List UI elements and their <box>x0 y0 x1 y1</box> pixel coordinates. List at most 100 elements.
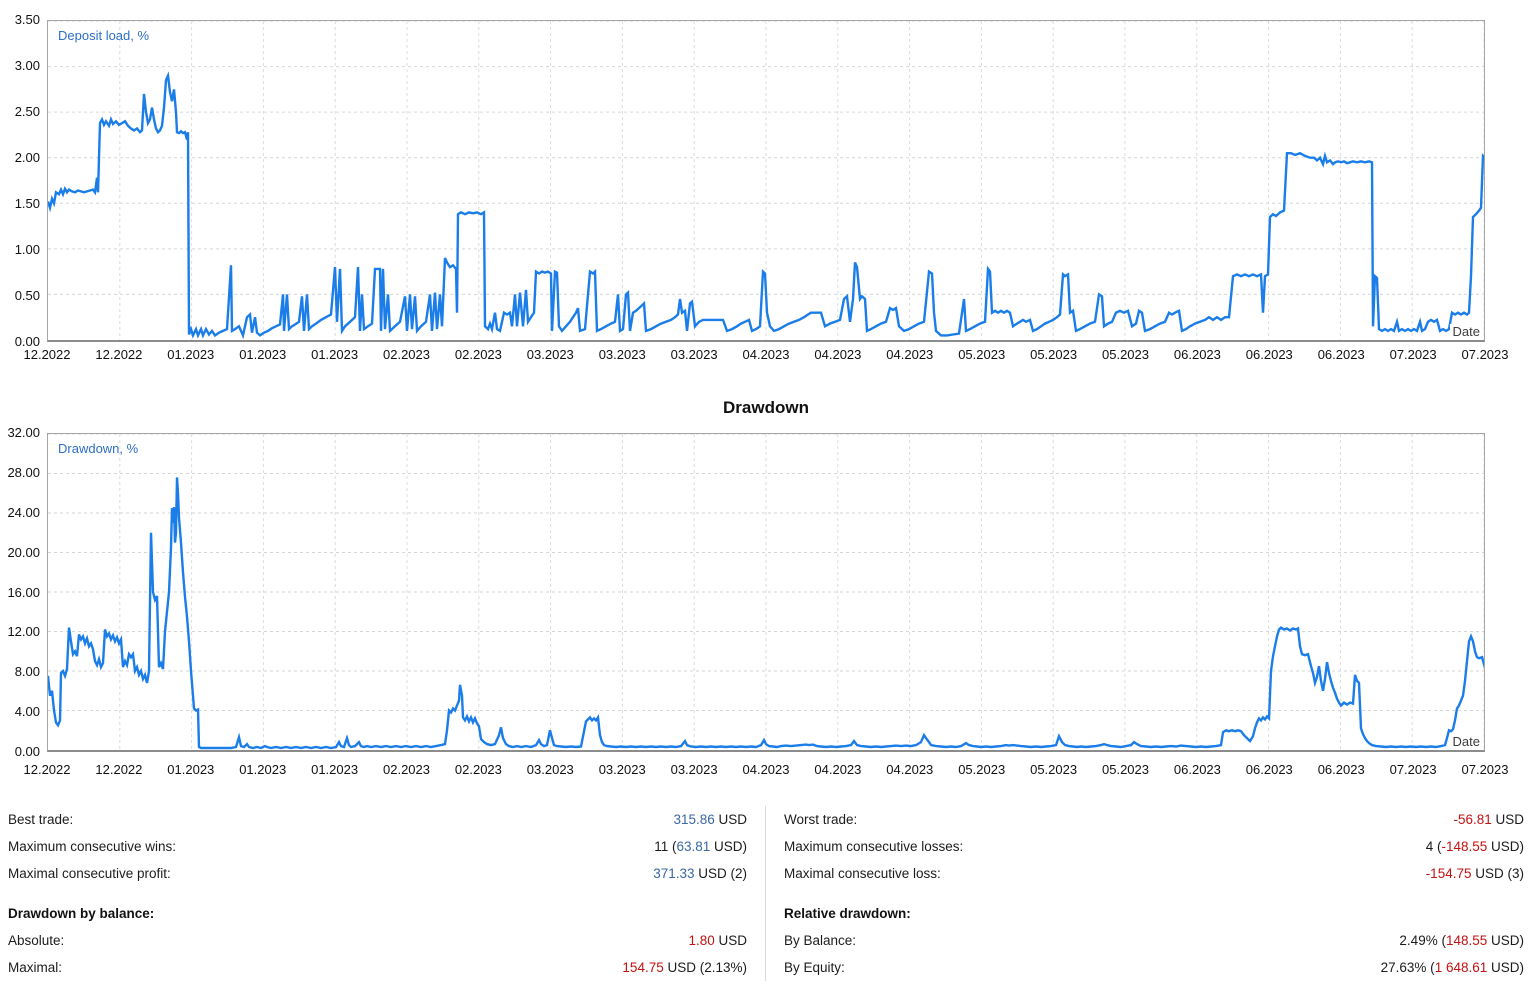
stat-label: Absolute: <box>8 933 65 948</box>
deposit-load-series-label: Deposit load, % <box>58 28 150 43</box>
stat-spacer <box>784 887 1524 900</box>
stat-value: 2.49% (148.55 USD) <box>1399 933 1524 948</box>
stat-value-number: 154.75 <box>622 960 664 975</box>
stat-group-header: Drawdown by balance: <box>8 906 155 921</box>
drawdown-chart-title: Drawdown <box>723 398 809 417</box>
x-tick-label: 07.2023 <box>1389 762 1437 777</box>
x-tick-label: 07.2023 <box>1461 347 1509 362</box>
x-tick-label: 04.2023 <box>886 347 934 362</box>
x-tick-label: 02.2023 <box>454 762 502 777</box>
stat-value: 154.75 USD (2.13%) <box>622 960 747 975</box>
y-tick-label: 8.00 <box>14 664 40 680</box>
stat-value-number: 315.86 <box>673 812 715 827</box>
x-tick-label: 04.2023 <box>814 347 862 362</box>
x-tick-label: 03.2023 <box>670 762 718 777</box>
y-tick-label: 3.50 <box>14 12 40 27</box>
x-tick-label: 01.2023 <box>311 347 359 362</box>
stat-value-number: 1 648.61 <box>1434 960 1488 975</box>
x-tick-label: 07.2023 <box>1389 347 1437 362</box>
stat-row: Maximal consecutive profit: 371.33 USD (2… <box>8 860 747 887</box>
stat-group-header: Relative drawdown: <box>784 906 911 921</box>
x-tick-label: 05.2023 <box>1030 347 1078 362</box>
x-tick-label: 05.2023 <box>1102 347 1149 362</box>
x-tick-label: 07.2023 <box>1461 762 1509 777</box>
x-tick-label: 04.2023 <box>742 347 790 362</box>
stat-label: Maximum consecutive wins: <box>8 839 177 854</box>
stat-value-number: 148.55 <box>1445 933 1488 948</box>
x-tick-label: 05.2023 <box>1102 762 1149 777</box>
stat-value: 371.33 USD (2) <box>653 866 747 881</box>
drawdown-plot-svg <box>48 434 1484 750</box>
drawdown-date-axis-label: Date <box>1449 734 1483 749</box>
x-tick-label: 01.2023 <box>167 347 215 362</box>
stat-label: Maximal consecutive profit: <box>8 866 171 881</box>
stat-value-number: -56.81 <box>1453 812 1492 827</box>
stat-row: Best trade: 315.86 USD <box>8 806 747 833</box>
x-tick-label: 03.2023 <box>598 762 646 777</box>
x-tick-label: 06.2023 <box>1245 762 1293 777</box>
stat-label: By Equity: <box>784 960 845 975</box>
x-tick-label: 05.2023 <box>1030 762 1078 777</box>
stat-row: Worst trade: -56.81 USD <box>784 806 1524 833</box>
deposit-load-chart: Deposit load, % Date <box>47 20 1485 342</box>
x-tick-label: 03.2023 <box>526 347 574 362</box>
x-tick-label: 12.2022 <box>23 762 71 777</box>
y-tick-label: 0.00 <box>14 744 40 759</box>
y-tick-label: 1.50 <box>14 196 40 211</box>
x-tick-label: 03.2023 <box>598 347 646 362</box>
x-tick-label: 02.2023 <box>383 347 430 362</box>
stat-label: By Balance: <box>784 933 857 948</box>
stat-spacer <box>8 887 747 900</box>
stat-row: By Equity: 27.63% (1 648.61 USD) <box>784 954 1524 981</box>
stat-label: Maximal: <box>8 960 63 975</box>
y-tick-label: 12.00 <box>7 624 40 640</box>
y-tick-label: 3.00 <box>14 58 40 73</box>
stat-value: 1.80 USD <box>688 933 747 948</box>
x-tick-label: 05.2023 <box>958 762 1006 777</box>
y-tick-label: 28.00 <box>7 464 40 480</box>
y-tick-label: 16.00 <box>7 584 40 600</box>
y-tick-label: 20.00 <box>7 544 40 560</box>
stat-label: Worst trade: <box>784 812 858 827</box>
stat-value-number: -148.55 <box>1441 839 1488 854</box>
stat-value-number: -154.75 <box>1425 866 1472 881</box>
stat-row: Maximal: 154.75 USD (2.13%) <box>8 954 747 981</box>
stat-value-number: 1.80 <box>688 933 715 948</box>
stat-value: -56.81 USD <box>1453 812 1524 827</box>
x-tick-label: 06.2023 <box>1317 347 1365 362</box>
x-tick-label: 04.2023 <box>814 762 862 777</box>
stat-label: Best trade: <box>8 812 74 827</box>
drawdown-series-label: Drawdown, % <box>58 441 139 456</box>
x-tick-label: 03.2023 <box>526 762 574 777</box>
y-tick-label: 2.50 <box>14 104 40 119</box>
stat-row: Maximum consecutive wins: 11 (63.81 USD) <box>8 833 747 860</box>
stat-label: Maximal consecutive loss: <box>784 866 941 881</box>
x-tick-label: 02.2023 <box>383 762 430 777</box>
stat-row: Absolute: 1.80 USD <box>8 927 747 954</box>
x-tick-label: 06.2023 <box>1317 762 1365 777</box>
stat-value-number: 63.81 <box>676 839 711 854</box>
y-tick-label: 2.00 <box>14 150 40 165</box>
x-tick-label: 03.2023 <box>670 347 718 362</box>
drawdown-chart: Drawdown, % Date <box>47 433 1485 752</box>
stats-left-column: Best trade: 315.86 USD Maximum consecutive… <box>0 806 766 981</box>
x-tick-label: 06.2023 <box>1173 762 1221 777</box>
stat-value: 27.63% (1 648.61 USD) <box>1380 960 1524 975</box>
x-tick-label: 12.2022 <box>95 347 143 362</box>
stat-row: Maximum consecutive losses: 4 (-148.55 US… <box>784 833 1524 860</box>
stat-label: Maximum consecutive losses: <box>784 839 964 854</box>
x-tick-label: 12.2022 <box>23 347 71 362</box>
stat-value: 4 (-148.55 USD) <box>1425 839 1524 854</box>
y-tick-label: 4.00 <box>14 704 40 720</box>
x-tick-label: 01.2023 <box>167 762 215 777</box>
y-tick-label: 0.50 <box>14 288 40 303</box>
x-tick-label: 04.2023 <box>886 762 934 777</box>
y-tick-label: 1.00 <box>14 242 40 257</box>
x-tick-label: 02.2023 <box>454 347 502 362</box>
x-tick-label: 01.2023 <box>311 762 359 777</box>
x-tick-label: 05.2023 <box>958 347 1006 362</box>
y-tick-label: 0.00 <box>14 334 40 349</box>
stats-right-column: Worst trade: -56.81 USD Maximum consecutiv… <box>766 806 1532 981</box>
stat-row: Maximal consecutive loss: -154.75 USD (3) <box>784 860 1524 887</box>
